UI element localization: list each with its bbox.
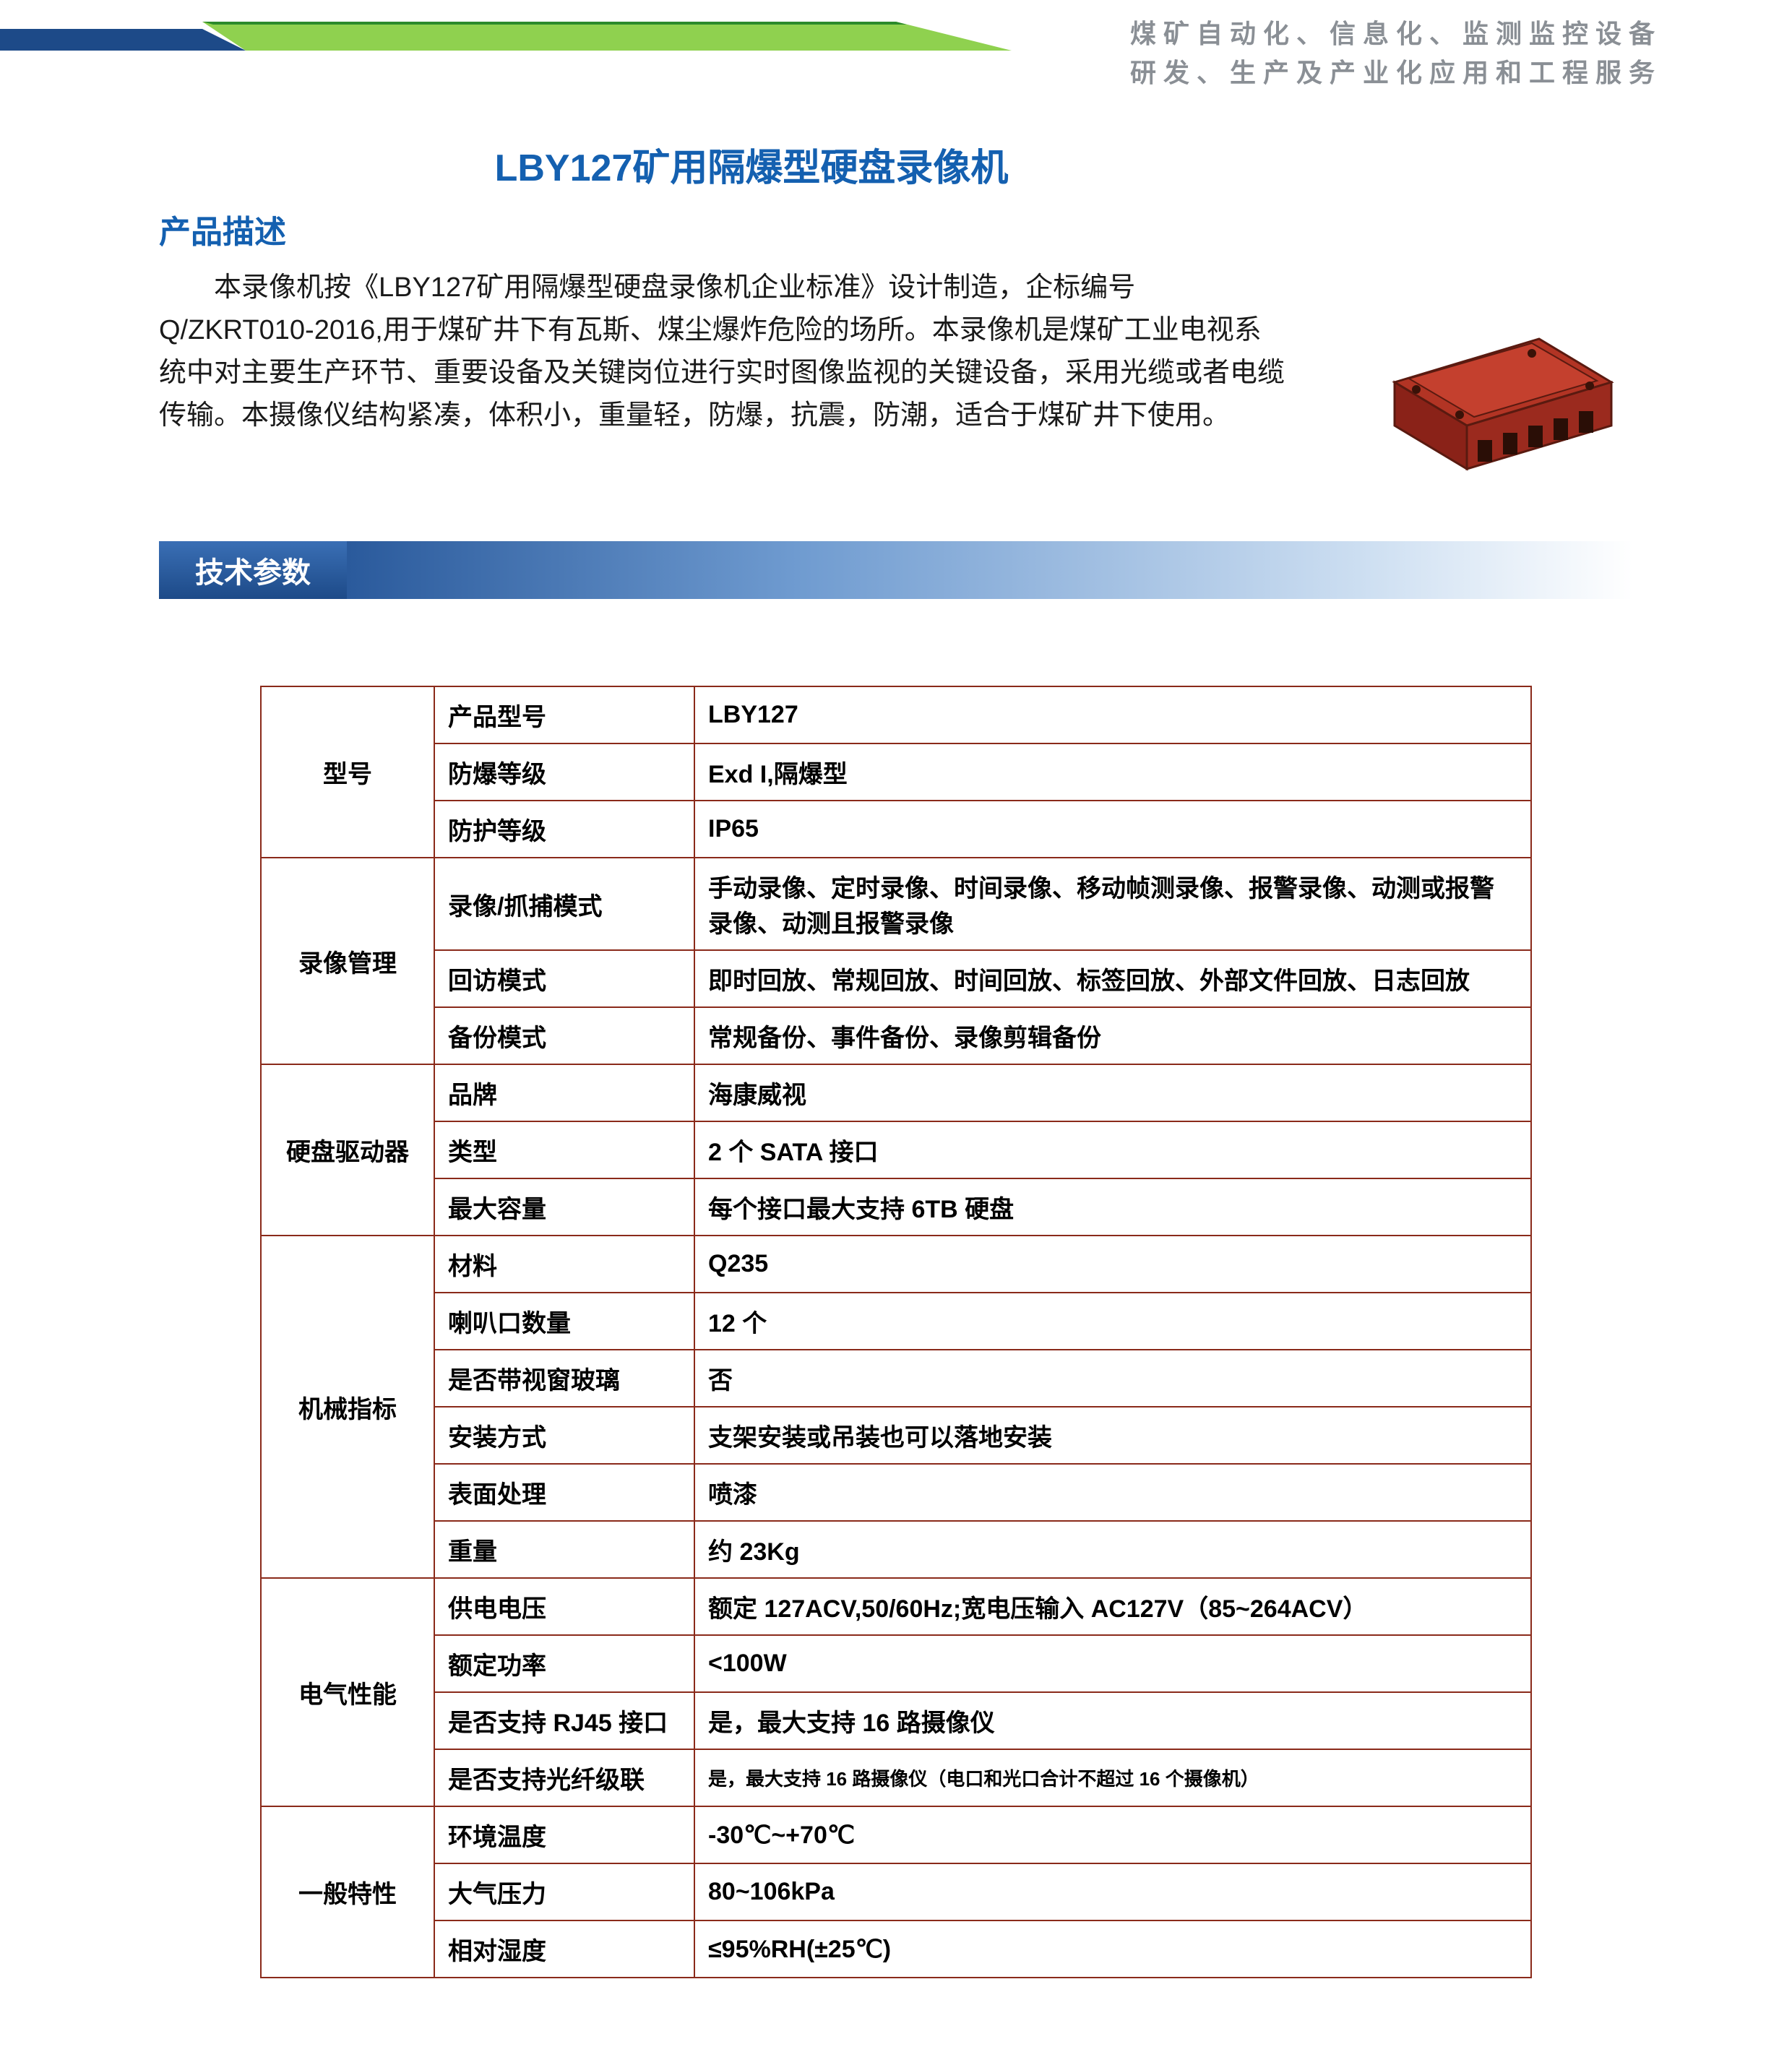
table-row: 电气性能供电电压额定 127ACV,50/60Hz;宽电压输入 AC127V（8… <box>261 1578 1531 1635</box>
spec-param-cell: 重量 <box>434 1521 694 1578</box>
spec-param-cell: 是否支持光纤级联 <box>434 1749 694 1806</box>
spec-value-cell: Exd I,隔爆型 <box>694 743 1531 801</box>
spec-section-heading: 技术参数 <box>159 541 347 599</box>
spec-value-cell: IP65 <box>694 801 1531 858</box>
table-row: 是否带视窗玻璃否 <box>261 1350 1531 1407</box>
table-row: 额定功率<100W <box>261 1635 1531 1692</box>
table-row: 喇叭口数量12 个 <box>261 1293 1531 1350</box>
table-row: 大气压力80~106kPa <box>261 1863 1531 1920</box>
spec-param-cell: 表面处理 <box>434 1464 694 1521</box>
spec-value-cell: 即时回放、常规回放、时间回放、标签回放、外部文件回放、日志回放 <box>694 950 1531 1007</box>
spec-value-cell: ≤95%RH(±25℃) <box>694 1920 1531 1978</box>
table-row: 类型2 个 SATA 接口 <box>261 1121 1531 1178</box>
spec-section-bar: 技术参数 <box>0 512 1792 599</box>
spec-value-cell: 约 23Kg <box>694 1521 1531 1578</box>
spec-param-cell: 供电电压 <box>434 1578 694 1635</box>
spec-param-cell: 材料 <box>434 1236 694 1293</box>
spec-param-cell: 额定功率 <box>434 1635 694 1692</box>
spec-param-cell: 回访模式 <box>434 950 694 1007</box>
description-heading: 产品描述 <box>159 206 1633 252</box>
spec-value-cell: 是，最大支持 16 路摄像仪（电口和光口合计不超过 16 个摄像机） <box>694 1749 1531 1806</box>
spec-value-cell: <100W <box>694 1635 1531 1692</box>
table-row: 录像管理录像/抓捕模式手动录像、定时录像、时间录像、移动帧测录像、报警录像、动测… <box>261 858 1531 950</box>
table-row: 表面处理喷漆 <box>261 1464 1531 1521</box>
spec-value-cell: 12 个 <box>694 1293 1531 1350</box>
spec-value-cell: Q235 <box>694 1236 1531 1293</box>
table-row: 防护等级IP65 <box>261 801 1531 858</box>
spec-value-cell: 常规备份、事件备份、录像剪辑备份 <box>694 1007 1531 1064</box>
table-row: 硬盘驱动器品牌海康威视 <box>261 1064 1531 1121</box>
product-title: LBY127矿用隔爆型硬盘录像机 <box>0 137 1792 191</box>
table-row: 重量约 23Kg <box>261 1521 1531 1578</box>
spec-table: 型号产品型号LBY127防爆等级Exd I,隔爆型防护等级IP65录像管理录像/… <box>260 686 1532 1978</box>
spec-param-cell: 备份模式 <box>434 1007 694 1064</box>
spec-category-cell: 电气性能 <box>261 1578 434 1806</box>
spec-value-cell: 额定 127ACV,50/60Hz;宽电压输入 AC127V（85~264ACV… <box>694 1578 1531 1635</box>
spec-value-cell: 海康威视 <box>694 1064 1531 1121</box>
spec-param-cell: 产品型号 <box>434 686 694 743</box>
header-stripe-decoration <box>0 22 1012 51</box>
table-row: 安装方式支架安装或吊装也可以落地安装 <box>261 1407 1531 1464</box>
table-row: 一般特性环境温度-30℃~+70℃ <box>261 1806 1531 1863</box>
table-row: 是否支持 RJ45 接口是，最大支持 16 路摄像仪 <box>261 1692 1531 1749</box>
table-row: 回访模式即时回放、常规回放、时间回放、标签回放、外部文件回放、日志回放 <box>261 950 1531 1007</box>
description-text: 本录像机按《LBY127矿用隔爆型硬盘录像机企业标准》设计制造，企标编号Q/ZK… <box>159 267 1286 437</box>
spec-param-cell: 录像/抓捕模式 <box>434 858 694 950</box>
spec-value-cell: 支架安装或吊装也可以落地安装 <box>694 1407 1531 1464</box>
spec-param-cell: 安装方式 <box>434 1407 694 1464</box>
spec-value-cell: 是，最大支持 16 路摄像仪 <box>694 1692 1531 1749</box>
table-row: 备份模式常规备份、事件备份、录像剪辑备份 <box>261 1007 1531 1064</box>
tagline-line2: 研发、生产及产业化应用和工程服务 <box>1130 53 1662 92</box>
table-row: 防爆等级Exd I,隔爆型 <box>261 743 1531 801</box>
table-row: 最大容量每个接口最大支持 6TB 硬盘 <box>261 1178 1531 1236</box>
spec-value-cell: 手动录像、定时录像、时间录像、移动帧测录像、报警录像、动测或报警录像、动测且报警… <box>694 858 1531 950</box>
spec-param-cell: 品牌 <box>434 1064 694 1121</box>
spec-param-cell: 相对湿度 <box>434 1920 694 1978</box>
spec-param-cell: 类型 <box>434 1121 694 1178</box>
spec-param-cell: 是否带视窗玻璃 <box>434 1350 694 1407</box>
spec-value-cell: LBY127 <box>694 686 1531 743</box>
spec-param-cell: 防护等级 <box>434 801 694 858</box>
table-row: 是否支持光纤级联是，最大支持 16 路摄像仪（电口和光口合计不超过 16 个摄像… <box>261 1749 1531 1806</box>
header-banner: 煤矿自动化、信息化、监测监控设备 研发、生产及产业化应用和工程服务 <box>0 0 1792 116</box>
spec-value-cell: 80~106kPa <box>694 1863 1531 1920</box>
spec-param-cell: 大气压力 <box>434 1863 694 1920</box>
spec-param-cell: 喇叭口数量 <box>434 1293 694 1350</box>
spec-value-cell: 2 个 SATA 接口 <box>694 1121 1531 1178</box>
description-section: 产品描述 本录像机按《LBY127矿用隔爆型硬盘录像机企业标准》设计制造，企标编… <box>0 206 1792 512</box>
table-row: 相对湿度≤95%RH(±25℃) <box>261 1920 1531 1978</box>
spec-table-container: 型号产品型号LBY127防爆等级Exd I,隔爆型防护等级IP65录像管理录像/… <box>0 599 1792 2065</box>
spec-value-cell: 否 <box>694 1350 1531 1407</box>
spec-category-cell: 机械指标 <box>261 1236 434 1578</box>
header-tagline: 煤矿自动化、信息化、监测监控设备 研发、生产及产业化应用和工程服务 <box>1130 14 1662 92</box>
page: 煤矿自动化、信息化、监测监控设备 研发、生产及产业化应用和工程服务 LBY127… <box>0 0 1792 2065</box>
spec-value-cell: 每个接口最大支持 6TB 硬盘 <box>694 1178 1531 1236</box>
spec-param-cell: 防爆等级 <box>434 743 694 801</box>
tagline-line1: 煤矿自动化、信息化、监测监控设备 <box>1130 14 1662 53</box>
table-row: 型号产品型号LBY127 <box>261 686 1531 743</box>
spec-section-bar-gradient <box>347 541 1633 599</box>
spec-category-cell: 型号 <box>261 686 434 858</box>
product-image <box>1330 267 1633 483</box>
spec-value-cell: 喷漆 <box>694 1464 1531 1521</box>
table-row: 机械指标材料Q235 <box>261 1236 1531 1293</box>
spec-value-cell: -30℃~+70℃ <box>694 1806 1531 1863</box>
spec-category-cell: 一般特性 <box>261 1806 434 1978</box>
spec-category-cell: 硬盘驱动器 <box>261 1064 434 1236</box>
spec-param-cell: 环境温度 <box>434 1806 694 1863</box>
spec-category-cell: 录像管理 <box>261 858 434 1064</box>
spec-param-cell: 最大容量 <box>434 1178 694 1236</box>
spec-param-cell: 是否支持 RJ45 接口 <box>434 1692 694 1749</box>
